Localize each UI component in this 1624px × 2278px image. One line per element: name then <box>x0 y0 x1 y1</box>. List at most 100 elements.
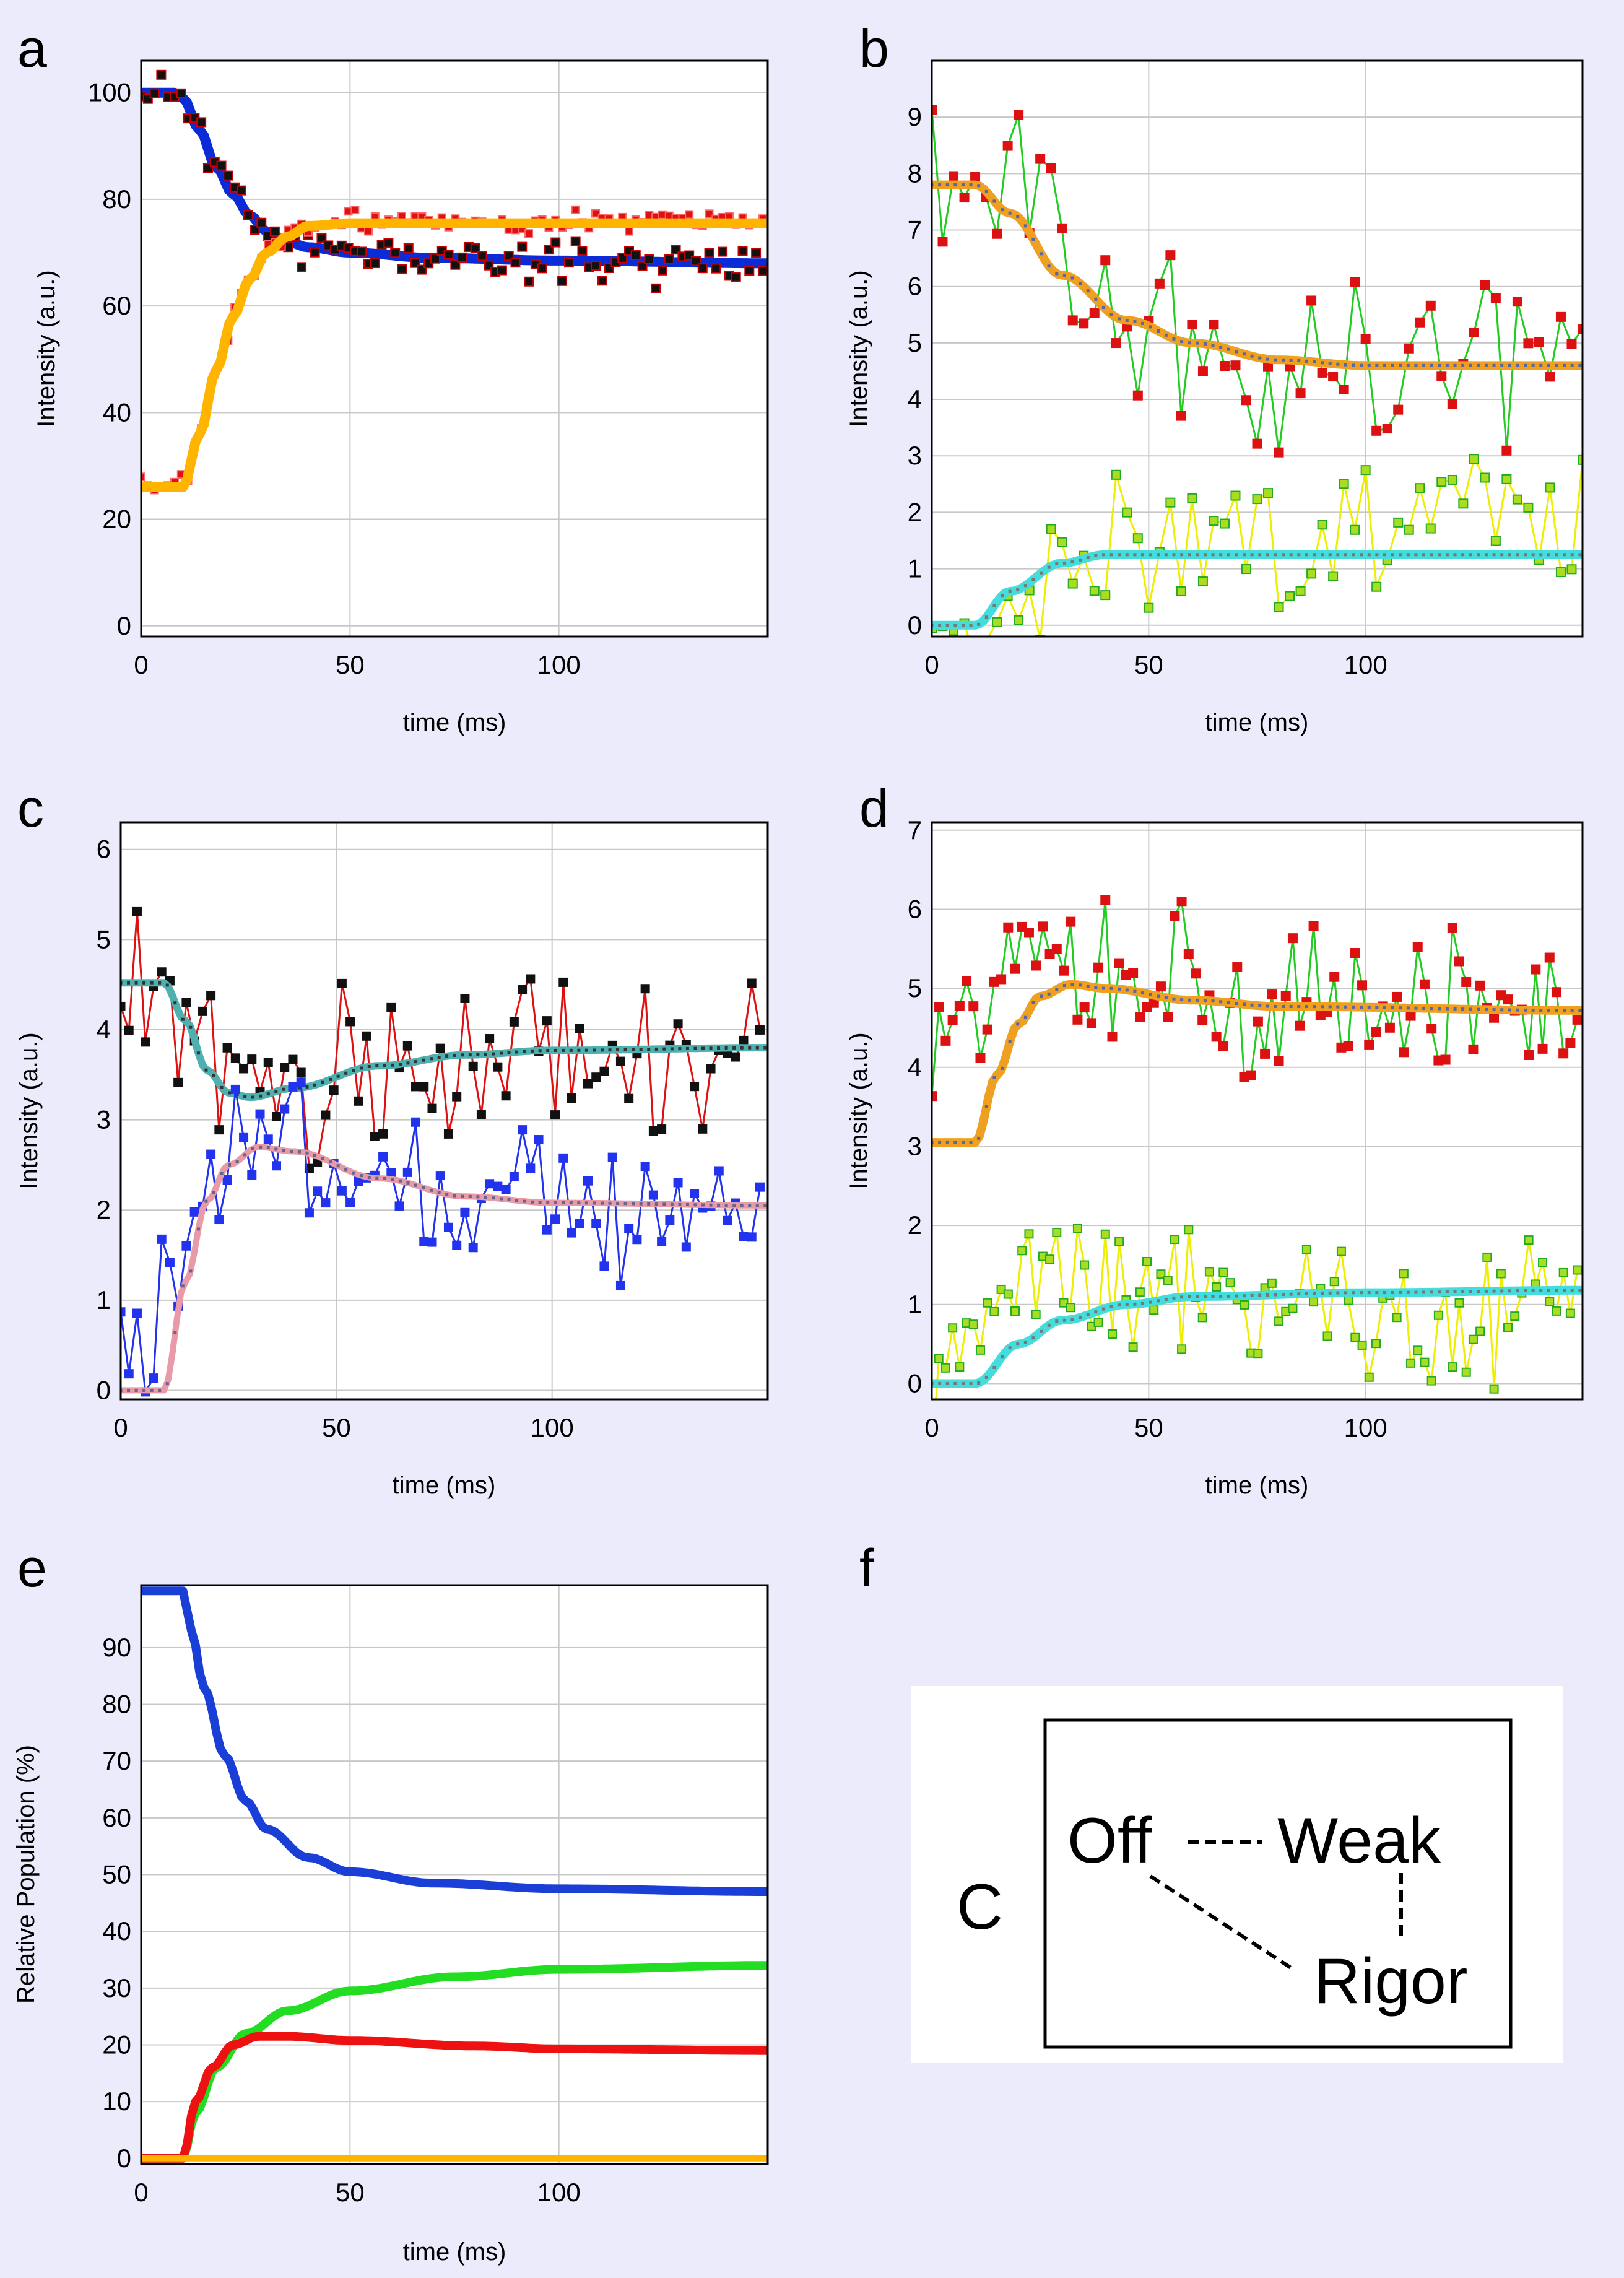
fit-marker <box>562 1048 565 1052</box>
data-point <box>206 1149 216 1159</box>
fit-marker <box>499 1051 503 1055</box>
fit-marker <box>1070 1318 1074 1321</box>
y-tick-label: 7 <box>908 215 922 245</box>
data-point <box>934 1002 944 1012</box>
data-point <box>706 1064 716 1074</box>
series-layer <box>932 895 1583 1399</box>
fit-marker <box>1164 333 1168 337</box>
data-point <box>1523 502 1534 513</box>
data-point <box>1501 474 1512 484</box>
fit-marker <box>763 1204 767 1207</box>
data-point <box>932 1091 937 1102</box>
fit-marker <box>992 199 996 203</box>
data-point <box>1038 921 1048 932</box>
data-point <box>329 1085 339 1095</box>
fit-marker <box>274 1090 278 1093</box>
fit-marker <box>515 1199 519 1202</box>
fit-marker <box>1500 553 1504 557</box>
data-point <box>1287 933 1298 944</box>
data-point <box>996 974 1007 985</box>
data-point <box>243 210 253 220</box>
data-point <box>1132 390 1143 401</box>
fit-marker <box>1211 553 1215 557</box>
fit-marker <box>554 1048 557 1052</box>
y-tick-label: 0 <box>117 2144 131 2173</box>
fit-marker <box>1203 553 1207 557</box>
data-point <box>419 1082 429 1092</box>
fit-marker <box>266 1092 270 1096</box>
data-point <box>697 263 708 274</box>
fit-marker <box>1352 1005 1355 1009</box>
fit-marker <box>1086 985 1090 988</box>
fit-marker <box>1508 1008 1511 1012</box>
series-layer <box>141 1586 768 2163</box>
data-point <box>1107 1329 1117 1339</box>
data-point <box>1051 944 1062 954</box>
data-point <box>550 1214 560 1224</box>
fit-marker <box>1188 553 1191 557</box>
data-point <box>624 1093 634 1103</box>
fit-marker <box>414 1060 418 1064</box>
fit-marker <box>173 1001 177 1005</box>
data-point <box>1122 507 1132 518</box>
fit-marker <box>1524 363 1527 367</box>
fit-marker <box>1453 363 1457 367</box>
x-tick-label: 100 <box>537 2178 581 2207</box>
data-point <box>1475 980 1485 991</box>
data-point <box>962 976 972 986</box>
data-point <box>124 1025 134 1035</box>
data-point <box>1496 1269 1506 1279</box>
data-point <box>1551 987 1561 998</box>
fit-marker <box>1563 553 1566 557</box>
fit-marker <box>1086 1313 1090 1317</box>
data-point <box>450 259 461 270</box>
data-point <box>378 1129 388 1139</box>
fit-marker <box>1023 224 1027 228</box>
fit-marker <box>1336 1291 1340 1295</box>
fit-marker <box>685 1046 689 1050</box>
data-point <box>1461 1367 1471 1377</box>
scheme-node-weak: Weak <box>1277 1805 1441 1877</box>
fit-marker <box>1172 1296 1176 1300</box>
fit-marker <box>1375 1291 1379 1295</box>
fit-marker <box>220 1085 224 1089</box>
fit-marker <box>654 1047 658 1051</box>
fit-marker <box>1016 1022 1020 1026</box>
data-point <box>690 256 701 266</box>
fit-marker <box>1461 553 1465 557</box>
fit-marker <box>127 1388 131 1392</box>
data-point <box>731 272 741 282</box>
plot-area <box>932 61 1583 637</box>
data-point <box>280 1104 290 1114</box>
fit-marker <box>693 1046 697 1050</box>
panel-letter-f: f <box>859 1539 875 1598</box>
data-point <box>149 1373 158 1383</box>
fit-marker <box>1344 1005 1347 1009</box>
data-point <box>537 263 547 274</box>
y-tick-label: 5 <box>97 924 111 954</box>
data-point <box>476 1110 486 1119</box>
data-point <box>947 1015 958 1025</box>
fit-marker <box>1438 1290 1441 1294</box>
data-point <box>370 258 380 269</box>
fit-marker <box>398 1179 402 1183</box>
data-point <box>664 254 674 264</box>
scheme-link-off-rigor <box>1149 1874 1294 1971</box>
data-point <box>1209 320 1219 330</box>
panel-d: d 0 50 100 0 1 2 3 4 5 6 7 time (ms) Intensity (a.u.) <box>845 779 1584 1499</box>
data-point <box>1317 520 1327 530</box>
data-point <box>1360 334 1371 344</box>
fit-marker <box>693 1203 697 1207</box>
data-point <box>1447 474 1457 485</box>
fit-marker <box>1289 553 1293 557</box>
fit-marker <box>507 1198 511 1201</box>
data-point <box>657 1237 667 1246</box>
fit-marker <box>1055 562 1059 566</box>
data-point <box>640 984 650 994</box>
data-point <box>1524 1050 1534 1060</box>
fit-marker <box>1516 553 1519 557</box>
data-point <box>1024 1229 1034 1239</box>
fit-marker <box>189 1025 193 1029</box>
data-point <box>1197 576 1208 587</box>
y-tick-label: 6 <box>908 894 922 923</box>
